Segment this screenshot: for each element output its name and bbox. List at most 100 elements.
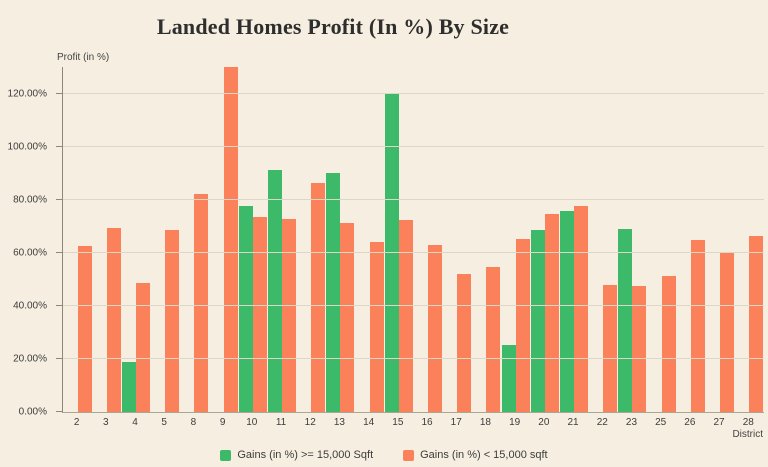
- bar-gains-under-15000-sqft[interactable]: [136, 283, 150, 412]
- bar-gains-under-15000-sqft[interactable]: [311, 182, 326, 412]
- bar-slot: [151, 67, 165, 412]
- bar-slot: [720, 67, 735, 412]
- bar-slot: [326, 67, 341, 412]
- bar-gains-under-15000-sqft[interactable]: [749, 236, 764, 412]
- x-axis-labels: 2 3 4 5 8 9 10 11 12 13 14 15 16 17 18 19 20 21 22 23 25 26 27…: [62, 417, 763, 428]
- bar-slot: [136, 67, 150, 412]
- legend-item-gains-over-15000-sqft[interactable]: Gains (in %) >= 15,000 Sqft: [220, 449, 373, 461]
- bar-gains-over-15000-sqft[interactable]: [326, 173, 341, 412]
- bar-slot: [515, 67, 530, 412]
- bar-gains-under-15000-sqft[interactable]: [690, 240, 705, 412]
- bar-gains-under-15000-sqft[interactable]: [252, 217, 267, 412]
- legend-item-gains-under-15000-sqft[interactable]: Gains (in %) < 15,000 sqft: [403, 449, 548, 461]
- x-axis-tick-label: 15: [392, 417, 404, 428]
- bar-gains-over-15000-sqft[interactable]: [238, 206, 253, 412]
- chart-title: Landed Homes Profit (In %) By Size: [156, 14, 510, 39]
- bar-group: [443, 67, 472, 412]
- bar-gains-under-15000-sqft[interactable]: [457, 274, 472, 412]
- bar-gains-under-15000-sqft[interactable]: [515, 238, 530, 412]
- bar-gains-under-15000-sqft[interactable]: [574, 205, 589, 412]
- gridline: [63, 304, 764, 306]
- bars-container: [63, 67, 764, 412]
- x-axis-tick-label: 5: [161, 417, 167, 428]
- bar-slot: [414, 67, 428, 412]
- bar-slot: [64, 67, 78, 412]
- y-axis-tick-label: 60.00%: [13, 247, 47, 259]
- bar-group: [384, 67, 413, 412]
- bar-slot: [223, 67, 238, 412]
- legend-label-gains-under-15000-sqft: Gains (in %) < 15,000 sqft: [420, 449, 548, 461]
- bar-slot: [443, 67, 457, 412]
- bar-gains-under-15000-sqft[interactable]: [77, 246, 92, 412]
- bar-slot: [122, 67, 136, 412]
- bar-gains-under-15000-sqft[interactable]: [603, 284, 618, 412]
- bar-slot: [632, 67, 647, 412]
- bar-gains-under-15000-sqft[interactable]: [165, 230, 180, 412]
- bar-slot: [661, 67, 676, 412]
- bar-group: [472, 67, 501, 412]
- bar-gains-over-15000-sqft[interactable]: [530, 229, 545, 412]
- bar-gains-under-15000-sqft[interactable]: [223, 67, 238, 412]
- x-axis-tick-label: 18: [479, 417, 491, 428]
- x-axis-tick-label: 9: [219, 417, 226, 428]
- legend-swatch-orange-icon: [403, 449, 415, 461]
- y-axis-title: Profit (in %): [57, 52, 110, 63]
- bar-slot: [356, 67, 370, 412]
- y-axis-tick: [56, 145, 63, 147]
- x-axis-tick-label: 11: [275, 417, 287, 428]
- x-axis-tick-label: 17: [450, 417, 462, 428]
- bar-gains-over-15000-sqft[interactable]: [560, 210, 575, 412]
- x-axis-tick-label: 22: [596, 417, 608, 428]
- bar-slot: [398, 67, 413, 412]
- bar-gains-under-15000-sqft[interactable]: [369, 241, 384, 412]
- bar-group: [676, 67, 705, 412]
- bar-gains-under-15000-sqft[interactable]: [632, 286, 647, 412]
- x-axis-tick-label: 13: [333, 417, 345, 428]
- x-axis-tick-label: 12: [304, 417, 316, 428]
- bar-gains-under-15000-sqft[interactable]: [720, 252, 735, 412]
- bar-slot: [472, 67, 486, 412]
- bar-slot: [340, 67, 355, 412]
- y-axis-tick: [56, 92, 63, 94]
- bar-gains-over-15000-sqft[interactable]: [268, 169, 283, 412]
- bar-slot: [210, 67, 224, 412]
- y-axis-tick: [56, 251, 63, 253]
- y-axis-tick-label: 80.00%: [13, 194, 47, 206]
- bar-gains-under-15000-sqft[interactable]: [194, 194, 209, 412]
- bar-group: [180, 67, 209, 412]
- bar-slot: [194, 67, 209, 412]
- plot-area: [56, 67, 764, 413]
- bar-slot: [574, 67, 589, 412]
- bar-slot: [749, 67, 764, 412]
- bar-gains-under-15000-sqft[interactable]: [340, 223, 355, 412]
- bar-gains-over-15000-sqft[interactable]: [122, 362, 136, 412]
- gridline: [63, 251, 764, 253]
- bar-gains-under-15000-sqft[interactable]: [398, 220, 413, 412]
- bar-slot: [677, 67, 691, 412]
- gridline: [63, 92, 764, 94]
- y-axis-tick-label: 0.00%: [18, 406, 47, 418]
- bar-gains-over-15000-sqft[interactable]: [501, 344, 516, 412]
- bar-slot: [268, 67, 283, 412]
- bar-gains-under-15000-sqft[interactable]: [428, 244, 443, 412]
- x-axis-tick-label: 23: [625, 417, 638, 428]
- bar-gains-under-15000-sqft[interactable]: [106, 227, 121, 412]
- bar-slot: [106, 67, 121, 412]
- bar-gains-under-15000-sqft[interactable]: [282, 218, 297, 412]
- bar-group: [530, 67, 559, 412]
- bar-slot: [282, 67, 297, 412]
- bar-gains-under-15000-sqft[interactable]: [486, 267, 501, 412]
- y-axis-labels: 0.00% 20.00% 40.00% 60.00% 80.00% 100.00% 120.…: [0, 67, 56, 417]
- bar-gains-over-15000-sqft[interactable]: [618, 229, 633, 412]
- bar-slot: [501, 67, 516, 412]
- legend-label-gains-over-15000-sqft: Gains (in %) >= 15,000 Sqft: [237, 449, 374, 461]
- gridline: [63, 357, 764, 359]
- bar-slot: [648, 67, 662, 412]
- bar-group: [121, 67, 150, 412]
- y-axis-tick: [56, 304, 63, 306]
- x-axis-tick-label: 3: [103, 417, 109, 428]
- bar-gains-under-15000-sqft[interactable]: [661, 276, 676, 412]
- bar-slot: [560, 67, 575, 412]
- bar-gains-under-15000-sqft[interactable]: [544, 213, 559, 412]
- x-axis-tick-label: 16: [421, 417, 433, 428]
